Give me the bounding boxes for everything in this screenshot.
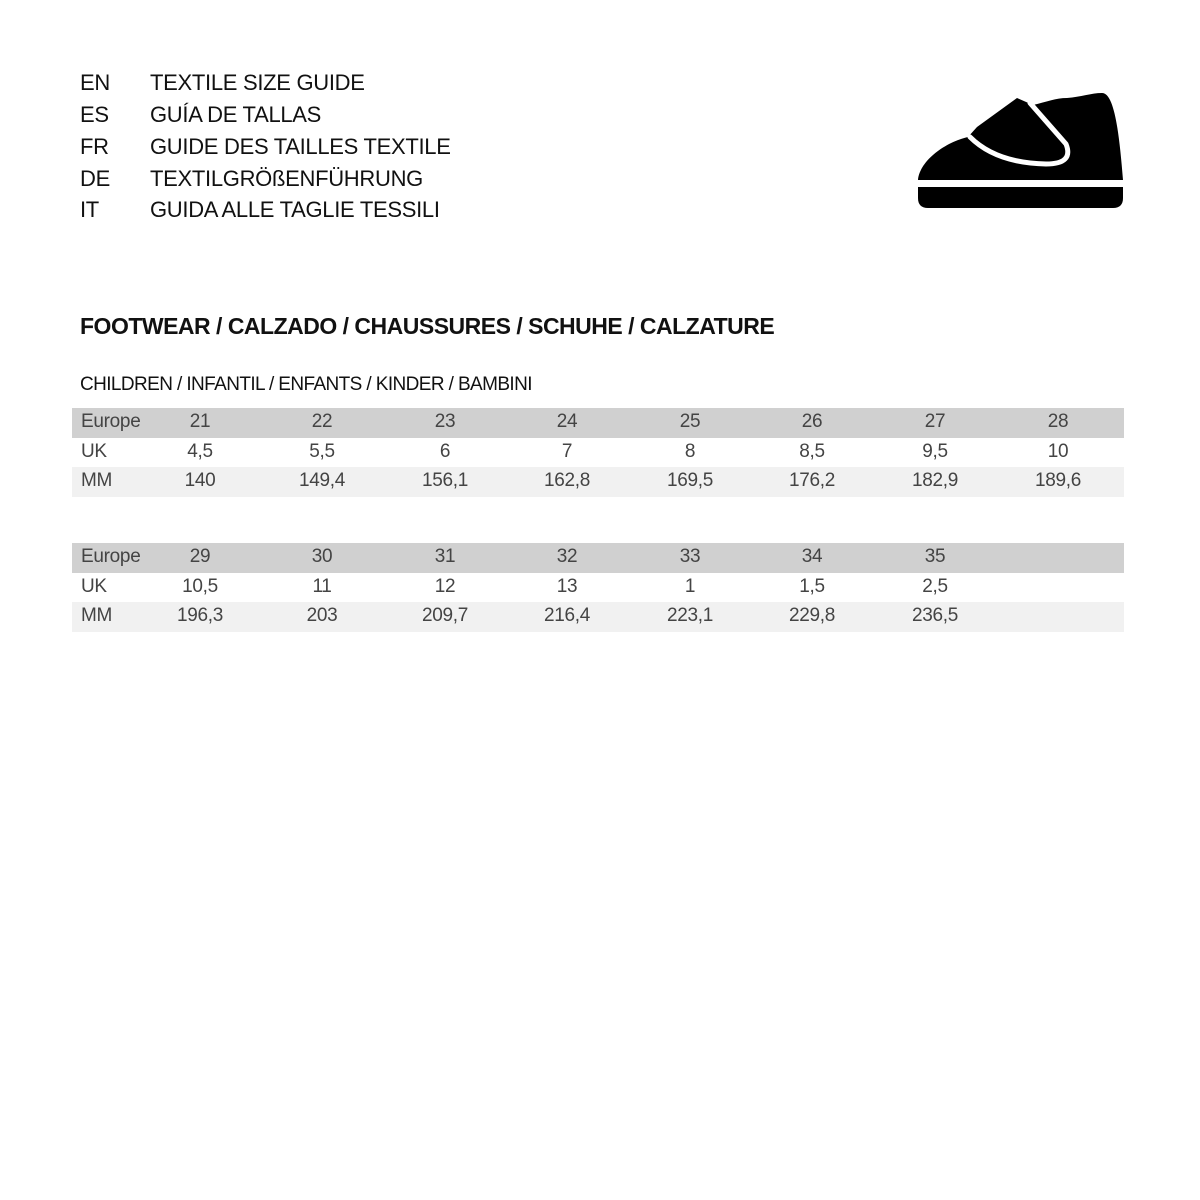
size-cell: 11 — [312, 575, 332, 597]
size-cell: 4,5 — [187, 440, 213, 462]
language-code: EN — [80, 70, 110, 95]
size-cell: 1 — [684, 575, 696, 597]
size-cell: 23 — [434, 411, 456, 432]
size-cell: 203 — [306, 605, 338, 626]
size-cell: 216,4 — [543, 605, 591, 626]
size-cell: 35 — [924, 546, 946, 567]
size-cell: 182,9 — [911, 470, 959, 491]
size-cell: 13 — [556, 575, 578, 597]
size-cell: 22 — [311, 411, 333, 432]
size-cell: 162,8 — [543, 470, 591, 491]
size-cell: 32 — [556, 546, 578, 567]
size-cell: 2,5 — [922, 575, 948, 597]
size-cell: 156,1 — [421, 470, 469, 491]
table-row: UK 4,5 5,5 6 7 8 8,5 9,5 10 — [72, 437, 1124, 467]
guide-title: GUIDE DES TAILLES TEXTILE — [150, 134, 451, 159]
size-cell: 5,5 — [309, 440, 335, 462]
size-cell: 29 — [189, 546, 211, 567]
size-cell: 25 — [679, 411, 701, 432]
size-cell: 8 — [684, 440, 696, 462]
size-cell: 196,3 — [176, 605, 224, 626]
size-cell: 27 — [924, 411, 946, 432]
subsection-title: CHILDREN / INFANTIL / ENFANTS / KINDER /… — [80, 374, 533, 395]
language-code: FR — [80, 134, 109, 159]
table-row: Europe 21 22 23 24 25 26 27 28 — [72, 408, 1124, 438]
size-cell: 31 — [434, 546, 456, 567]
kids-velcro-shoe-icon — [918, 93, 1123, 208]
size-cell: 169,5 — [666, 470, 714, 491]
size-cell: 8,5 — [799, 440, 825, 462]
guide-title: TEXTILGRÖßENFÜHRUNG — [150, 166, 423, 191]
row-label: MM — [81, 605, 113, 626]
language-code: DE — [80, 166, 110, 191]
size-cell: 10,5 — [182, 575, 218, 597]
size-cell: 229,8 — [788, 605, 836, 626]
table-row: Europe 29 30 31 32 33 34 35 — [72, 543, 1124, 573]
size-cell: 209,7 — [421, 605, 469, 626]
table-row: MM 140 149,4 156,1 162,8 169,5 176,2 182,9 189,6 — [72, 467, 1124, 497]
row-label: UK — [81, 575, 107, 597]
size-table-1: Europe 21 22 23 24 25 26 27 28 UK 4,5 5,5 6 7 8 8,5 9,5 1… — [72, 408, 1124, 497]
size-cell: 12 — [434, 575, 456, 597]
size-cell: 10 — [1047, 440, 1069, 462]
size-cell: 7 — [561, 440, 573, 462]
row-label: Europe — [81, 411, 141, 432]
size-table-2: Europe 29 30 31 32 33 34 35 UK 10,5 11 12 13 1 1,5 2,5 M… — [72, 543, 1124, 632]
row-label: MM — [81, 470, 113, 491]
size-cell: 189,6 — [1034, 470, 1082, 491]
row-label: UK — [81, 440, 107, 462]
size-cell: 1,5 — [799, 575, 825, 597]
size-cell: 28 — [1047, 411, 1069, 432]
size-cell: 223,1 — [666, 605, 714, 626]
guide-title: TEXTILE SIZE GUIDE — [150, 70, 365, 95]
size-cell: 30 — [311, 546, 333, 567]
size-cell: 236,5 — [911, 605, 959, 626]
table-row: UK 10,5 11 12 13 1 1,5 2,5 — [72, 572, 1124, 602]
size-cell: 6 — [439, 440, 451, 462]
size-cell: 24 — [556, 411, 578, 432]
language-code: IT — [80, 197, 99, 222]
row-label: Europe — [81, 546, 141, 567]
size-cell: 34 — [801, 546, 823, 567]
guide-title: GUIDA ALLE TAGLIE TESSILI — [150, 197, 440, 222]
size-cell: 33 — [679, 546, 701, 567]
language-code: ES — [80, 102, 109, 127]
size-cell: 149,4 — [298, 470, 346, 491]
size-cell: 176,2 — [788, 470, 836, 491]
table-row: MM 196,3 203 209,7 216,4 223,1 229,8 236,5 — [72, 602, 1124, 632]
size-cell: 26 — [801, 411, 823, 432]
size-cell: 21 — [189, 411, 211, 432]
size-cell: 140 — [184, 470, 216, 491]
size-cell: 9,5 — [922, 440, 948, 462]
guide-title: GUÍA DE TALLAS — [150, 102, 322, 127]
section-title: FOOTWEAR / CALZADO / CHAUSSURES / SCHUHE… — [80, 313, 775, 339]
